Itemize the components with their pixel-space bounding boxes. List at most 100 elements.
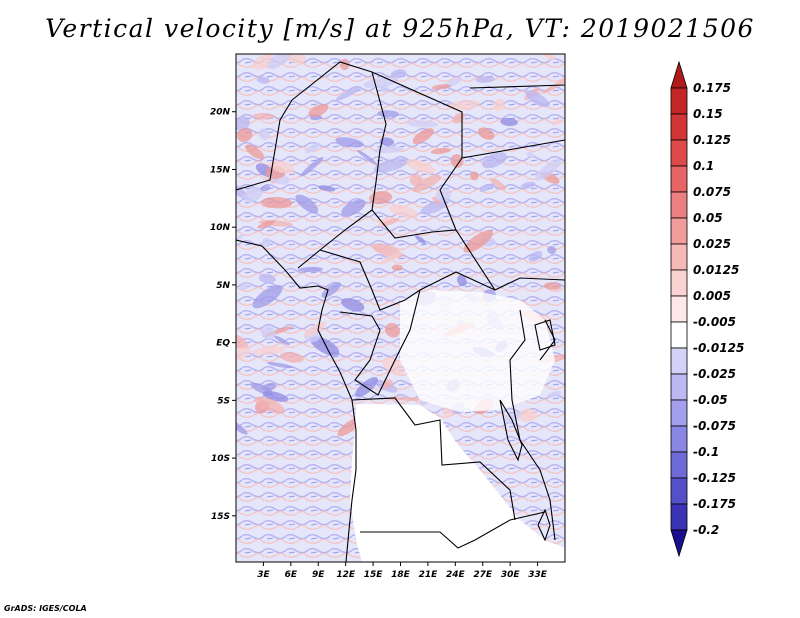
velocity-blob [442, 406, 453, 417]
velocity-blob [236, 418, 248, 435]
colorbar-swatch [670, 373, 688, 401]
velocity-blob [268, 54, 292, 70]
velocity-blob [266, 362, 294, 369]
velocity-blob [236, 116, 250, 132]
lon-tick-label: 18E [391, 570, 411, 580]
colorbar-label: -0.005 [693, 315, 736, 329]
velocity-blob [500, 117, 518, 127]
velocity-blob [310, 336, 340, 356]
colorbar-swatch [670, 139, 688, 167]
velocity-blob [526, 151, 536, 158]
colorbar-label: 0.175 [693, 81, 731, 95]
colorbar-swatch [670, 477, 688, 505]
lon-tick-label: 27E [473, 570, 493, 580]
colorbar-label: 0.025 [693, 237, 731, 251]
velocity-blob [341, 298, 365, 312]
velocity-blob [415, 235, 426, 244]
velocity-blob [257, 220, 275, 229]
colorbar-swatch [670, 243, 688, 271]
velocity-blob [369, 191, 393, 205]
colorbar-swatch [670, 347, 688, 375]
colorbar-label: 0.15 [693, 107, 723, 121]
colorbar-swatch [670, 165, 688, 193]
velocity-blob [245, 144, 265, 160]
velocity-blob [254, 396, 285, 414]
colorbar-swatch [670, 87, 688, 115]
velocity-blob [335, 137, 364, 148]
lon-tick-label: 12E [336, 570, 356, 580]
map-title: Vertical velocity [m/s] at 925hPa, VT: 2… [45, 14, 755, 43]
velocity-blob [356, 149, 378, 165]
velocity-blob [262, 382, 277, 391]
velocity-blob [431, 84, 451, 90]
colorbar-label: -0.05 [693, 393, 728, 407]
colorbar-label: 0.05 [693, 211, 723, 225]
velocity-blob [535, 158, 562, 181]
colorbar-label: 0.075 [693, 185, 731, 199]
velocity-blob [543, 282, 562, 290]
velocity-blob [258, 128, 271, 140]
colorbar-label: -0.075 [693, 419, 736, 433]
grads-credit: GrADS: IGES/COLA [4, 604, 87, 613]
velocity-blob [412, 128, 434, 145]
colorbar-label: -0.0125 [693, 341, 744, 355]
velocity-blob [377, 216, 392, 227]
velocity-blob [385, 323, 400, 338]
velocity-blob [528, 251, 543, 262]
colorbar-swatch [670, 529, 688, 558]
colorbar-swatch [670, 113, 688, 141]
lon-tick-label: 9E [312, 570, 325, 580]
velocity-blob [236, 334, 248, 350]
velocity-blob [260, 185, 271, 192]
velocity-blob [430, 147, 451, 155]
velocity-blob [552, 117, 562, 126]
colorbar-label: -0.175 [693, 497, 736, 511]
lon-tick-label: 30E [501, 570, 521, 580]
velocity-blob [253, 112, 275, 120]
velocity-blob [391, 264, 403, 271]
colorbar-swatch [670, 217, 688, 245]
colorbar-swatch [670, 60, 688, 89]
colorbar-label: -0.125 [693, 471, 736, 485]
velocity-blob [541, 54, 556, 61]
velocity-blob [479, 183, 495, 192]
lon-tick-label: 3E [257, 570, 270, 580]
velocity-blob [303, 321, 327, 337]
colorbar-label: 0.0125 [693, 263, 739, 277]
velocity-blob [547, 390, 562, 398]
colorbar-swatch [670, 425, 688, 453]
velocity-blob [260, 325, 276, 340]
lon-tick-label: 24E [446, 570, 466, 580]
velocity-blob [390, 69, 407, 79]
velocity-blob [269, 160, 295, 174]
velocity-blob [518, 408, 538, 422]
lat-tick-label: EQ [216, 339, 230, 349]
latitude-labels: 20N 15N 10N 5N EQ 5S 10S 15S [210, 108, 236, 522]
colorbar-swatch [670, 451, 688, 479]
velocity-blob [475, 75, 495, 83]
lat-tick-label: 5N [216, 281, 230, 291]
velocity-blob [420, 199, 449, 215]
colorbar-swatch [670, 191, 688, 219]
no-data-region [350, 404, 565, 562]
velocity-blob [525, 90, 550, 108]
velocity-blob [435, 188, 452, 203]
colorbar: -0.2 -0.175 -0.125 -0.1 -0.075 -0.05 -0.025 -0.… [670, 60, 744, 558]
velocity-blob [463, 230, 494, 253]
colorbar-label: 0.1 [693, 159, 714, 173]
colorbar-label: -0.2 [693, 523, 719, 537]
velocity-blob [412, 174, 442, 193]
velocity-blob [447, 100, 480, 110]
lat-tick-label: 20N [210, 108, 231, 118]
velocity-blob [379, 137, 395, 146]
velocity-blob [318, 185, 336, 192]
velocity-blob [256, 76, 270, 84]
velocity-blob [308, 104, 329, 118]
lon-tick-label: 15E [364, 570, 384, 580]
velocity-blob [406, 159, 436, 175]
lat-tick-label: 5S [217, 396, 230, 406]
velocity-blob [481, 152, 508, 169]
velocity-blob [304, 142, 322, 154]
velocity-blob [335, 87, 360, 101]
colorbar-swatch [670, 269, 688, 297]
